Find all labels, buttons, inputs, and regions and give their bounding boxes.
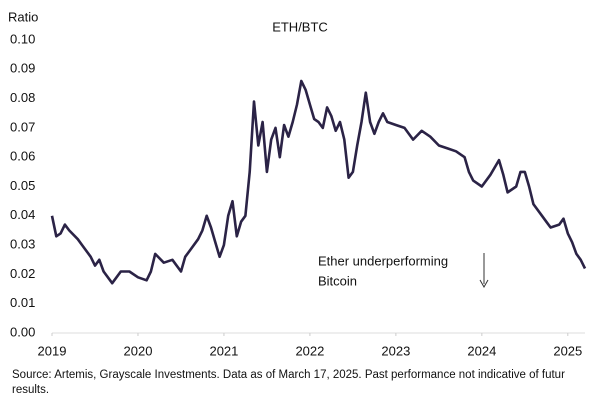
y-tick-label: 0.02	[10, 266, 35, 281]
x-tick-label: 2024	[467, 343, 496, 358]
chart-title: ETH/BTC	[272, 19, 328, 34]
x-tick-label: 2023	[381, 343, 410, 358]
x-tick-label: 2025	[553, 343, 582, 358]
x-tick-label: 2019	[38, 343, 67, 358]
y-tick-label: 0.03	[10, 237, 35, 252]
x-tick-label: 2021	[209, 343, 238, 358]
y-tick-label: 0.07	[10, 119, 35, 134]
y-tick-label: 0.00	[10, 324, 35, 339]
line-series	[50, 79, 587, 285]
y-tick-label: 0.08	[10, 90, 35, 105]
y-tick-label: 0.10	[10, 31, 35, 46]
y-axis-label: Ratio	[8, 9, 38, 24]
x-tick-label: 2022	[295, 343, 324, 358]
y-tick-label: 0.04	[10, 207, 35, 222]
annotation: Ether underperforming	[318, 253, 448, 268]
y-tick-label: 0.09	[10, 61, 35, 76]
y-tick-label: 0.06	[10, 149, 35, 164]
y-tick-label: 0.01	[10, 295, 35, 310]
y-tick-label: 0.05	[10, 178, 35, 193]
x-tick-label: 2020	[124, 343, 153, 358]
source-note: Source: Artemis, Grayscale Investments. …	[12, 369, 565, 396]
annotation: Bitcoin	[318, 273, 357, 288]
annotation-arrowhead	[479, 279, 489, 289]
